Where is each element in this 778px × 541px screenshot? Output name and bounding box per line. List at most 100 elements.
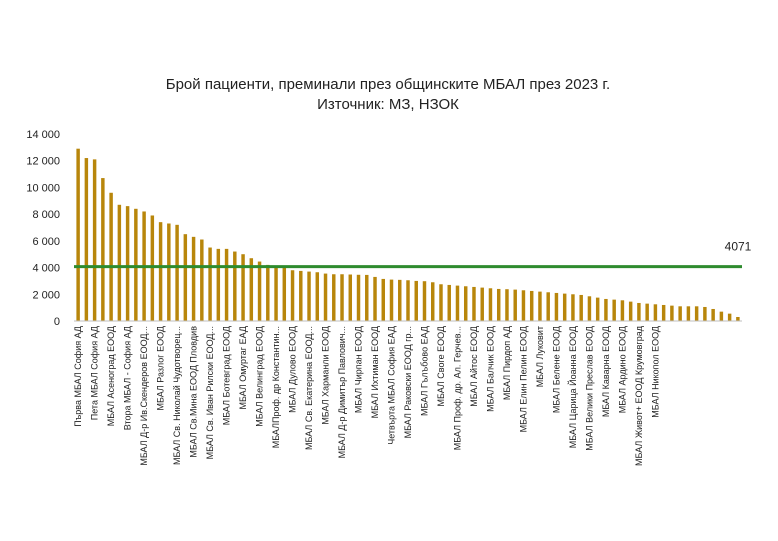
bar <box>628 301 633 321</box>
bar <box>521 290 526 321</box>
bar <box>208 247 212 321</box>
bar <box>529 290 534 321</box>
chart-title: Брой пациенти, преминали през общинските… <box>166 76 610 93</box>
bar <box>694 306 699 321</box>
bar <box>249 258 254 321</box>
x-category-label: МБАЛ Св.Мина ЕООД Пловдив <box>189 326 199 458</box>
bar <box>620 300 625 321</box>
x-category-label: МБАЛ Раковски ЕООД гр... <box>403 326 413 438</box>
x-category-label: МБАЛ Омуртаг ЕАД <box>238 326 248 410</box>
bar <box>125 206 130 321</box>
y-tick-label: 10 000 <box>26 182 60 194</box>
bar <box>736 316 740 321</box>
bar <box>224 248 229 321</box>
bar <box>595 297 600 321</box>
bar <box>92 159 97 321</box>
x-category-label: МБАЛ Чирпан ЕООД <box>354 326 364 413</box>
bar <box>472 286 476 321</box>
bar <box>183 234 188 321</box>
bar <box>703 306 707 321</box>
bar <box>587 296 592 321</box>
bar <box>686 306 691 321</box>
bar <box>307 271 311 321</box>
bar <box>439 284 443 321</box>
bar <box>538 291 542 321</box>
bar <box>101 178 105 321</box>
y-axis: 0 2 000 4 000 6 000 8 000 10 000 12 000 14 000 <box>26 129 60 328</box>
x-category-label: МБАЛ Велинград ЕООД <box>255 326 265 427</box>
x-category-label: МБАЛ Айтос ЕООД <box>469 326 479 407</box>
bar <box>513 289 517 321</box>
bar <box>414 280 418 321</box>
bar <box>670 305 674 321</box>
bar <box>175 224 179 321</box>
x-category-label: МБАЛ Пирдоп АД <box>502 326 512 400</box>
x-category-label: Втора МБАЛ - София АД <box>123 326 133 430</box>
bar <box>447 284 451 321</box>
y-tick-label: 14 000 <box>26 129 60 141</box>
reference-line-label: 4071 <box>725 240 752 254</box>
bar <box>315 272 320 321</box>
bar <box>200 239 204 321</box>
bar <box>117 204 122 321</box>
bar <box>604 298 608 321</box>
x-category-label: Четвърта МБАЛ София ЕАД <box>387 326 397 445</box>
x-category-label: МБАЛ Белене ЕООД <box>551 326 561 413</box>
x-category-label: МБАЛПроф. др Константин... <box>271 326 281 448</box>
x-category-label: МБАЛ Д-р Димитър Павлович... <box>337 326 347 458</box>
bar <box>332 274 336 321</box>
bar <box>323 273 328 321</box>
bar <box>233 251 237 321</box>
x-category-label: МБАЛ Велики Преслав ЕООД <box>584 326 594 451</box>
bar <box>134 208 138 321</box>
bar <box>216 248 221 321</box>
x-category-label: МБАЛ Св. Иван Рилски ЕООД... <box>205 326 215 459</box>
bar <box>653 304 658 321</box>
bar <box>340 274 344 321</box>
bar <box>463 286 468 321</box>
x-category-label: МБАЛ Гълъбово ЕАД <box>419 326 429 416</box>
bar <box>719 311 724 321</box>
y-tick-label: 12 000 <box>26 156 60 168</box>
bar <box>150 215 155 321</box>
bar <box>480 287 484 321</box>
bar <box>637 302 641 321</box>
y-tick-label: 8 000 <box>32 209 60 221</box>
bar <box>505 289 509 321</box>
x-category-label: МБАЛ Св. Николай Чудотворец... <box>172 326 182 465</box>
bar <box>406 280 410 321</box>
bar <box>274 266 278 321</box>
bar <box>398 279 402 321</box>
x-category-label: Първа МБАЛ София АД <box>73 326 83 427</box>
bar <box>488 288 493 321</box>
bars-group <box>76 148 740 321</box>
bar <box>373 276 377 321</box>
y-tick-label: 4 000 <box>32 263 60 275</box>
x-axis-labels: Първа МБАЛ София АД Пета МБАЛ София АД МБА… <box>73 325 660 466</box>
x-category-label: МБАЛ Балчик ЕООД <box>485 326 495 412</box>
x-category-label: МБАЛ Разлог ЕООД <box>156 326 166 411</box>
bar <box>554 292 559 321</box>
x-category-label: МБАЛ Асеноград ЕООД <box>106 326 116 426</box>
bar <box>266 264 270 321</box>
bar <box>678 306 682 321</box>
bar <box>661 304 666 321</box>
bar <box>455 285 460 321</box>
bar <box>562 293 567 321</box>
x-category-label: МБАЛ Ботевград ЕООД <box>222 326 232 425</box>
bar <box>348 274 353 321</box>
bar <box>381 278 385 321</box>
x-category-label: МБАЛ Елин Пелин ЕООД <box>518 326 528 432</box>
bar <box>546 292 550 321</box>
bar <box>241 254 245 321</box>
bar <box>191 236 196 321</box>
x-category-label: МБАЛ Своге ЕООД <box>436 326 446 407</box>
bar <box>290 270 295 321</box>
bar <box>299 270 303 321</box>
bar <box>579 294 583 321</box>
bar <box>645 303 649 321</box>
bar <box>76 148 80 321</box>
bar <box>84 158 89 321</box>
x-category-label: МБАЛ Ардино ЕООД <box>617 326 627 413</box>
